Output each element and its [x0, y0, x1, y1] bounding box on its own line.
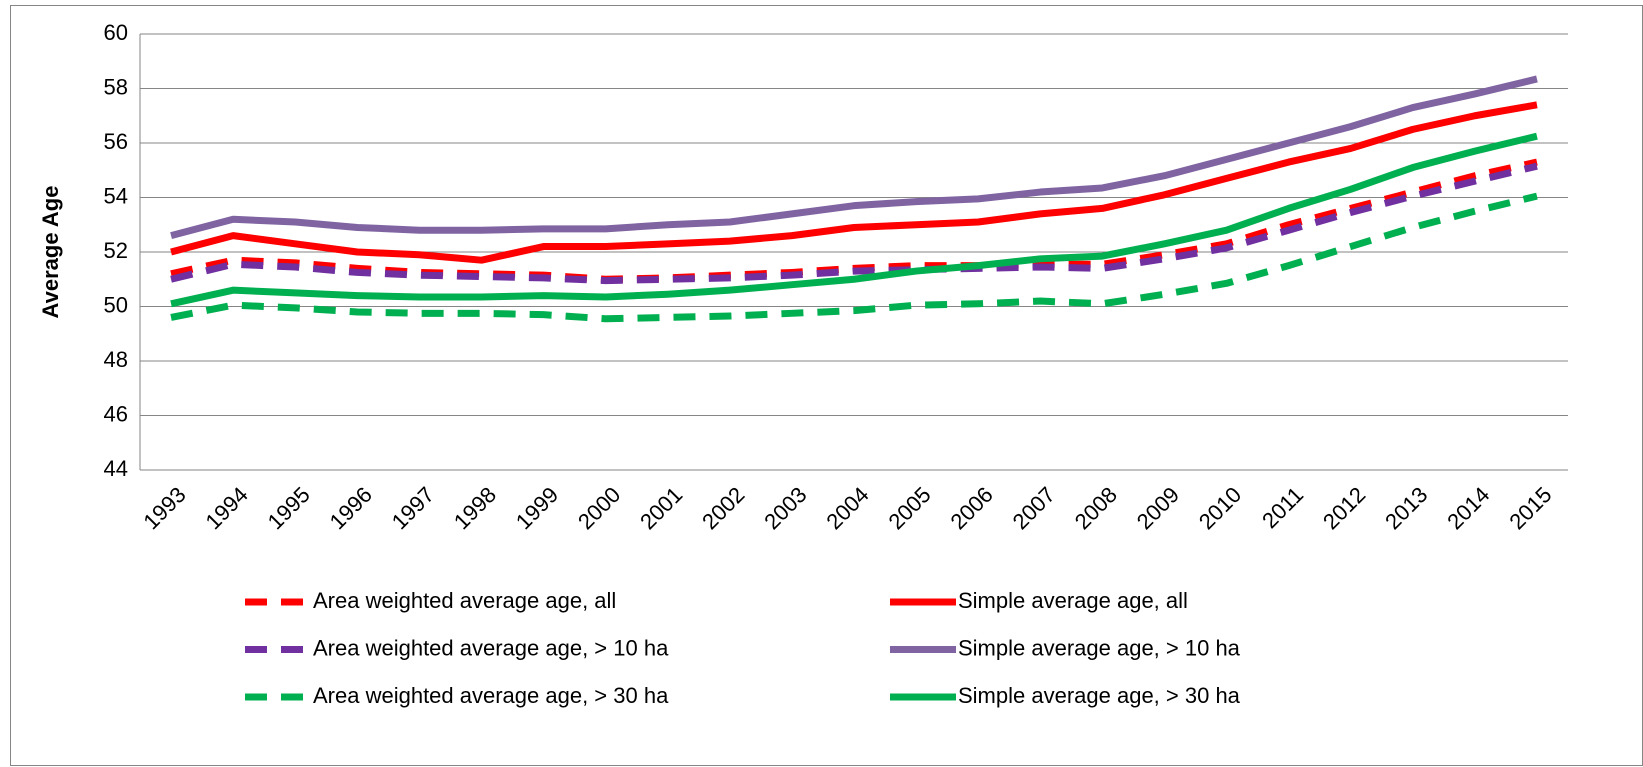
- y-tick-label: 54: [104, 183, 128, 208]
- x-tick-label: 1993: [138, 482, 190, 534]
- x-tick-label: 2003: [759, 482, 811, 534]
- series-line: [170, 75, 1538, 240]
- legend-label: Area weighted average age, > 10 ha: [313, 635, 669, 660]
- x-tick-label: 2001: [635, 482, 687, 534]
- legend-label: Simple average age, all: [958, 588, 1188, 613]
- x-tick-label: 1998: [449, 482, 501, 534]
- x-tick-label: 2005: [883, 482, 935, 534]
- x-tick-label: 2007: [1008, 482, 1060, 534]
- x-tick-label: 1994: [200, 482, 252, 534]
- y-axis-title: Average Age: [38, 186, 63, 319]
- legend-label: Simple average age, > 10 ha: [958, 635, 1241, 660]
- x-tick-label: 2002: [697, 482, 749, 534]
- y-tick-label: 60: [104, 20, 128, 45]
- series-line: [170, 162, 1538, 285]
- y-tick-label: 50: [104, 292, 128, 317]
- y-tick-label: 56: [104, 129, 128, 154]
- legend-label: Area weighted average age, all: [313, 588, 616, 613]
- y-tick-label: 48: [104, 347, 128, 372]
- x-tick-label: 2009: [1132, 482, 1184, 534]
- legend-label: Area weighted average age, > 30 ha: [313, 683, 669, 708]
- x-tick-label: 1995: [263, 482, 315, 534]
- x-tick-label: 2006: [946, 482, 998, 534]
- x-tick-label: 1996: [325, 482, 377, 534]
- x-tick-label: 2010: [1194, 482, 1246, 534]
- y-tick-label: 46: [104, 401, 128, 426]
- x-tick-label: 2008: [1070, 482, 1122, 534]
- x-tick-label: 2012: [1318, 482, 1370, 534]
- x-tick-label: 1997: [387, 482, 439, 534]
- y-tick-label: 44: [104, 456, 128, 481]
- x-tick-label: 2000: [573, 482, 625, 534]
- x-tick-label: 2013: [1380, 482, 1432, 534]
- series-line: [170, 132, 1538, 308]
- x-tick-label: 2004: [821, 482, 873, 534]
- x-tick-label: 2014: [1442, 482, 1494, 534]
- x-tick-label: 1999: [511, 482, 563, 534]
- y-tick-label: 52: [104, 238, 128, 263]
- x-tick-label: 2015: [1504, 482, 1556, 534]
- series-line: [170, 192, 1538, 323]
- y-tick-label: 58: [104, 74, 128, 99]
- legend-label: Simple average age, > 30 ha: [958, 683, 1241, 708]
- x-tick-label: 2011: [1257, 482, 1308, 533]
- series-line: [170, 101, 1538, 264]
